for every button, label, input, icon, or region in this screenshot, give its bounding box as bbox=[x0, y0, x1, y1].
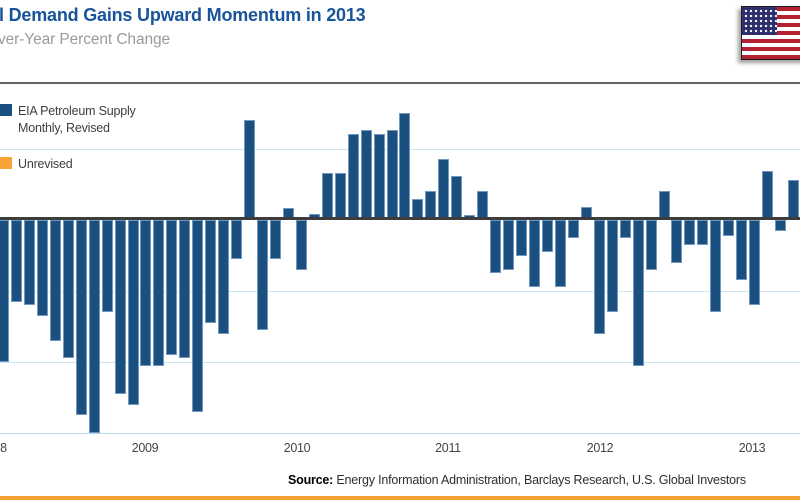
plot-top-border bbox=[0, 82, 800, 84]
bar bbox=[88, 220, 100, 433]
bar bbox=[723, 220, 735, 236]
legend-item-revised: EIA Petroleum Supply Monthly, Revised bbox=[0, 103, 136, 136]
bar bbox=[218, 220, 230, 334]
bar bbox=[166, 220, 178, 355]
bar bbox=[697, 220, 709, 245]
bar bbox=[75, 220, 87, 416]
gridline-minus2 bbox=[0, 291, 800, 292]
x-axis-label-8: 8 bbox=[0, 441, 7, 455]
bar bbox=[36, 220, 48, 316]
bar bbox=[114, 220, 126, 394]
revised-series-swatch bbox=[0, 104, 12, 116]
legend-revised-line2: Monthly, Revised bbox=[18, 120, 110, 135]
bar bbox=[554, 220, 566, 288]
x-axis-label-2010: 2010 bbox=[283, 441, 311, 455]
us-flag-image bbox=[741, 6, 800, 60]
x-axis-label-2013: 2013 bbox=[738, 441, 766, 455]
bar bbox=[528, 220, 540, 288]
bar bbox=[23, 220, 35, 306]
bar bbox=[179, 220, 191, 359]
bar bbox=[49, 220, 61, 341]
zero-axis-line bbox=[0, 217, 800, 220]
bar bbox=[257, 220, 269, 331]
bar bbox=[386, 130, 398, 219]
bar bbox=[619, 220, 631, 238]
bar bbox=[205, 220, 217, 323]
bar bbox=[153, 220, 165, 366]
bar bbox=[451, 176, 463, 219]
bar bbox=[244, 119, 256, 219]
bar bbox=[736, 220, 748, 281]
bar bbox=[503, 220, 515, 270]
source-label: Source: bbox=[288, 473, 334, 487]
bar bbox=[658, 190, 670, 219]
bar bbox=[788, 179, 799, 219]
bar bbox=[295, 220, 307, 270]
bar bbox=[373, 133, 385, 219]
bar bbox=[231, 220, 243, 260]
unrevised-series-swatch bbox=[0, 157, 12, 169]
bar bbox=[477, 190, 489, 219]
x-axis-label-2011: 2011 bbox=[435, 441, 461, 455]
bar bbox=[490, 220, 502, 274]
chart-title: l Demand Gains Upward Momentum in 2013 bbox=[0, 5, 366, 25]
bar bbox=[671, 220, 683, 263]
bar bbox=[567, 220, 579, 238]
bar bbox=[192, 220, 204, 412]
source-line: Source: Energy Information Administratio… bbox=[288, 473, 746, 487]
bar bbox=[425, 190, 437, 219]
legend-item-revised-label: EIA Petroleum Supply Monthly, Revised bbox=[18, 103, 136, 136]
source-text: Energy Information Administration, Barcl… bbox=[333, 473, 746, 487]
bar bbox=[775, 220, 787, 231]
us-flag-canton bbox=[742, 7, 777, 35]
plot-bottom-border bbox=[0, 433, 800, 434]
bar bbox=[269, 220, 281, 260]
bar bbox=[749, 220, 761, 306]
chart-subtitle: ver-Year Percent Change bbox=[0, 31, 171, 48]
bar bbox=[606, 220, 618, 313]
bar bbox=[684, 220, 696, 245]
bar bbox=[438, 158, 450, 219]
bar bbox=[710, 220, 722, 313]
x-axis-label-2012: 2012 bbox=[586, 441, 614, 455]
bar bbox=[516, 220, 528, 256]
bar bbox=[334, 172, 346, 219]
bar bbox=[541, 220, 553, 252]
bar bbox=[321, 172, 333, 219]
legend-revised-line1: EIA Petroleum Supply bbox=[18, 104, 136, 118]
legend-item-unrevised: Unrevised bbox=[0, 156, 73, 173]
bar bbox=[645, 220, 657, 270]
legend-item-unrevised-label: Unrevised bbox=[18, 157, 73, 171]
bar bbox=[10, 220, 22, 302]
bar bbox=[0, 220, 9, 362]
bar bbox=[62, 220, 74, 359]
bar bbox=[762, 171, 774, 219]
bar bbox=[127, 220, 139, 405]
bar bbox=[140, 220, 152, 366]
bar bbox=[593, 220, 605, 334]
bar bbox=[101, 220, 113, 313]
bar bbox=[360, 130, 372, 219]
bar bbox=[399, 112, 411, 219]
x-axis-label-2009: 2009 bbox=[131, 441, 159, 455]
bar bbox=[632, 220, 644, 366]
bar bbox=[347, 133, 359, 219]
bottom-orange-strip bbox=[0, 496, 800, 500]
gridline-minus4 bbox=[0, 362, 800, 363]
